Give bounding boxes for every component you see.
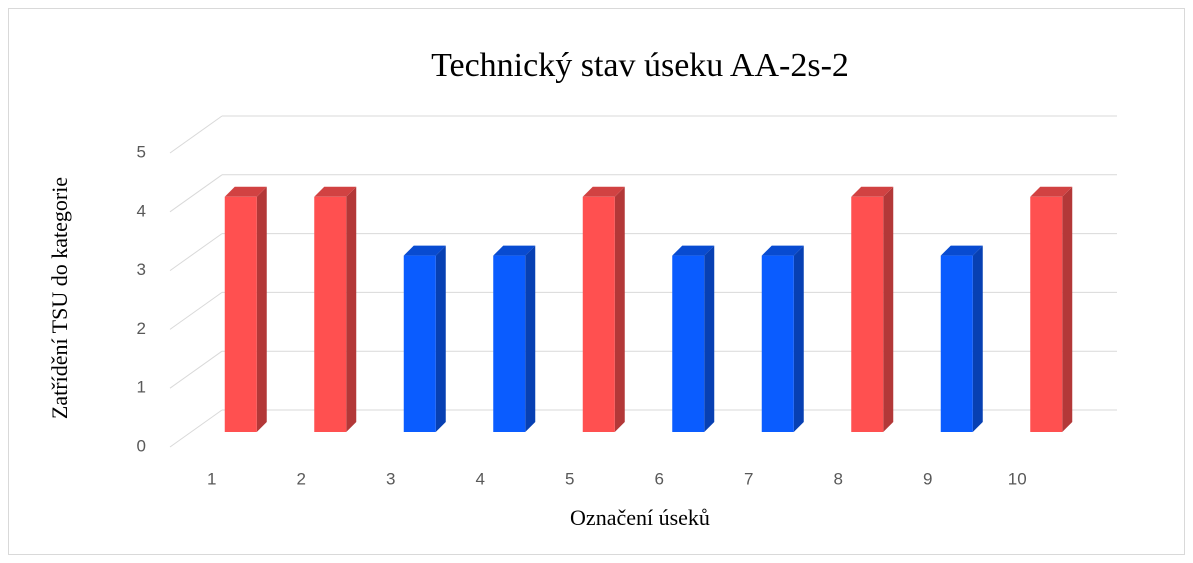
bar	[761, 255, 794, 432]
y-tick-label: 2	[137, 319, 146, 338]
bar-side	[614, 186, 625, 432]
bar	[493, 255, 526, 432]
x-tick-label: 7	[744, 469, 753, 488]
y-tick-label: 1	[137, 378, 146, 397]
y-axis-label: Zatřídění TSU do kategorie	[47, 177, 72, 419]
bar	[940, 255, 973, 432]
chart-title: Technický stav úseku AA-2s-2	[431, 47, 849, 84]
y-tick-label: 4	[137, 201, 146, 220]
bar-side	[435, 245, 446, 432]
grid-line	[169, 409, 223, 448]
bar-side	[704, 245, 715, 432]
bar-side	[256, 186, 267, 432]
bar-side	[1062, 186, 1073, 432]
bar	[314, 196, 347, 432]
x-tick-label: 4	[476, 469, 485, 488]
grid-line	[169, 115, 223, 154]
bar	[672, 255, 705, 432]
bar-top	[672, 245, 715, 256]
bar-top	[940, 245, 983, 256]
bar-top	[493, 245, 536, 256]
bar	[582, 196, 615, 432]
x-tick-label: 9	[923, 469, 932, 488]
bar	[224, 196, 257, 432]
y-tick-label: 5	[137, 142, 146, 161]
y-tick-label: 3	[137, 260, 146, 279]
bar-top	[851, 186, 894, 197]
bar-top	[403, 245, 446, 256]
bar-side	[346, 186, 357, 432]
grid-line	[169, 350, 223, 389]
x-tick-label: 6	[655, 469, 664, 488]
grid-line	[169, 233, 223, 272]
bar	[851, 196, 884, 432]
bar-top	[314, 186, 357, 197]
bar-side	[525, 245, 536, 432]
x-tick-label: 1	[207, 469, 216, 488]
bar-side	[883, 186, 894, 432]
y-tick-label: 0	[137, 436, 146, 455]
bar-side	[972, 245, 983, 432]
x-tick-label: 2	[297, 469, 306, 488]
bar	[403, 255, 436, 432]
x-tick-label: 5	[565, 469, 574, 488]
grid-line	[169, 291, 223, 330]
bar-side	[793, 245, 804, 432]
bar-top	[1030, 186, 1073, 197]
bar	[1030, 196, 1063, 432]
grid-line	[169, 174, 223, 213]
bar-top	[582, 186, 625, 197]
bar-top	[224, 186, 267, 197]
x-tick-label: 8	[834, 469, 843, 488]
bar-top	[761, 245, 804, 256]
x-axis-label: Označení úseků	[570, 505, 710, 530]
x-tick-label: 3	[386, 469, 395, 488]
x-tick-label: 10	[1008, 469, 1027, 488]
